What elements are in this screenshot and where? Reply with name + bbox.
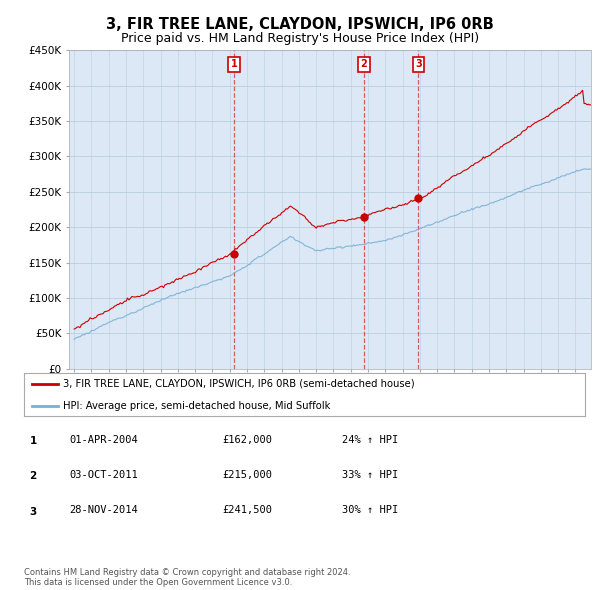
Text: 30% ↑ HPI: 30% ↑ HPI [342,506,398,515]
Text: 3: 3 [29,507,37,516]
Text: 03-OCT-2011: 03-OCT-2011 [69,470,138,480]
Text: 3, FIR TREE LANE, CLAYDON, IPSWICH, IP6 0RB: 3, FIR TREE LANE, CLAYDON, IPSWICH, IP6 … [106,17,494,31]
Text: 28-NOV-2014: 28-NOV-2014 [69,506,138,515]
Text: £162,000: £162,000 [222,435,272,444]
Text: 1: 1 [29,436,37,445]
Text: 24% ↑ HPI: 24% ↑ HPI [342,435,398,444]
Text: £215,000: £215,000 [222,470,272,480]
Text: 2: 2 [29,471,37,481]
Text: Price paid vs. HM Land Registry's House Price Index (HPI): Price paid vs. HM Land Registry's House … [121,32,479,45]
Text: 3, FIR TREE LANE, CLAYDON, IPSWICH, IP6 0RB (semi-detached house): 3, FIR TREE LANE, CLAYDON, IPSWICH, IP6 … [63,379,415,389]
Text: HPI: Average price, semi-detached house, Mid Suffolk: HPI: Average price, semi-detached house,… [63,401,331,411]
Text: 1: 1 [230,60,238,69]
Text: £241,500: £241,500 [222,506,272,515]
Text: Contains HM Land Registry data © Crown copyright and database right 2024.
This d: Contains HM Land Registry data © Crown c… [24,568,350,587]
Text: 2: 2 [361,60,367,69]
Text: 01-APR-2004: 01-APR-2004 [69,435,138,444]
Text: 33% ↑ HPI: 33% ↑ HPI [342,470,398,480]
Text: 3: 3 [415,60,422,69]
